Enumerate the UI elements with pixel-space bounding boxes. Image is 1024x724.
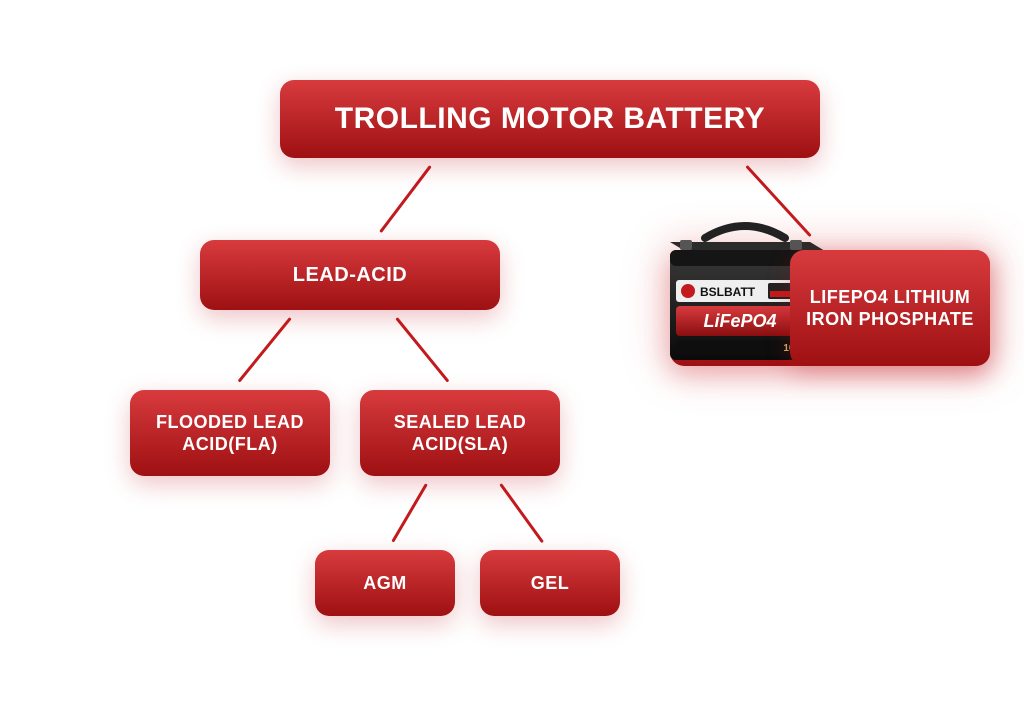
edge-sla-gel bbox=[499, 483, 543, 543]
edge-sla-agm bbox=[391, 483, 428, 543]
edge-root-lead_acid bbox=[379, 165, 431, 233]
edge-lead_acid-sla bbox=[395, 317, 449, 383]
node-lead_acid-label: LEAD-ACID bbox=[293, 263, 408, 288]
node-gel: GEL bbox=[480, 550, 620, 616]
node-sla: SEALED LEAD ACID(SLA) bbox=[360, 390, 560, 476]
node-agm-label: AGM bbox=[363, 572, 407, 595]
node-root-label: TROLLING MOTOR BATTERY bbox=[335, 100, 765, 138]
node-lifepo4-label: LIFEPO4 LITHIUM IRON PHOSPHATE bbox=[804, 286, 976, 331]
node-gel-label: GEL bbox=[531, 572, 570, 595]
node-root: TROLLING MOTOR BATTERY bbox=[280, 80, 820, 158]
node-agm: AGM bbox=[315, 550, 455, 616]
svg-text:LiFePO4: LiFePO4 bbox=[703, 311, 776, 331]
node-sla-label: SEALED LEAD ACID(SLA) bbox=[374, 411, 546, 456]
node-fla-label: FLOODED LEAD ACID(FLA) bbox=[144, 411, 316, 456]
node-lead_acid: LEAD-ACID bbox=[200, 240, 500, 310]
edge-lead_acid-fla bbox=[237, 317, 291, 383]
svg-text:BSLBATT: BSLBATT bbox=[700, 285, 756, 299]
node-lifepo4: LIFEPO4 LITHIUM IRON PHOSPHATE bbox=[790, 250, 990, 366]
node-fla: FLOODED LEAD ACID(FLA) bbox=[130, 390, 330, 476]
